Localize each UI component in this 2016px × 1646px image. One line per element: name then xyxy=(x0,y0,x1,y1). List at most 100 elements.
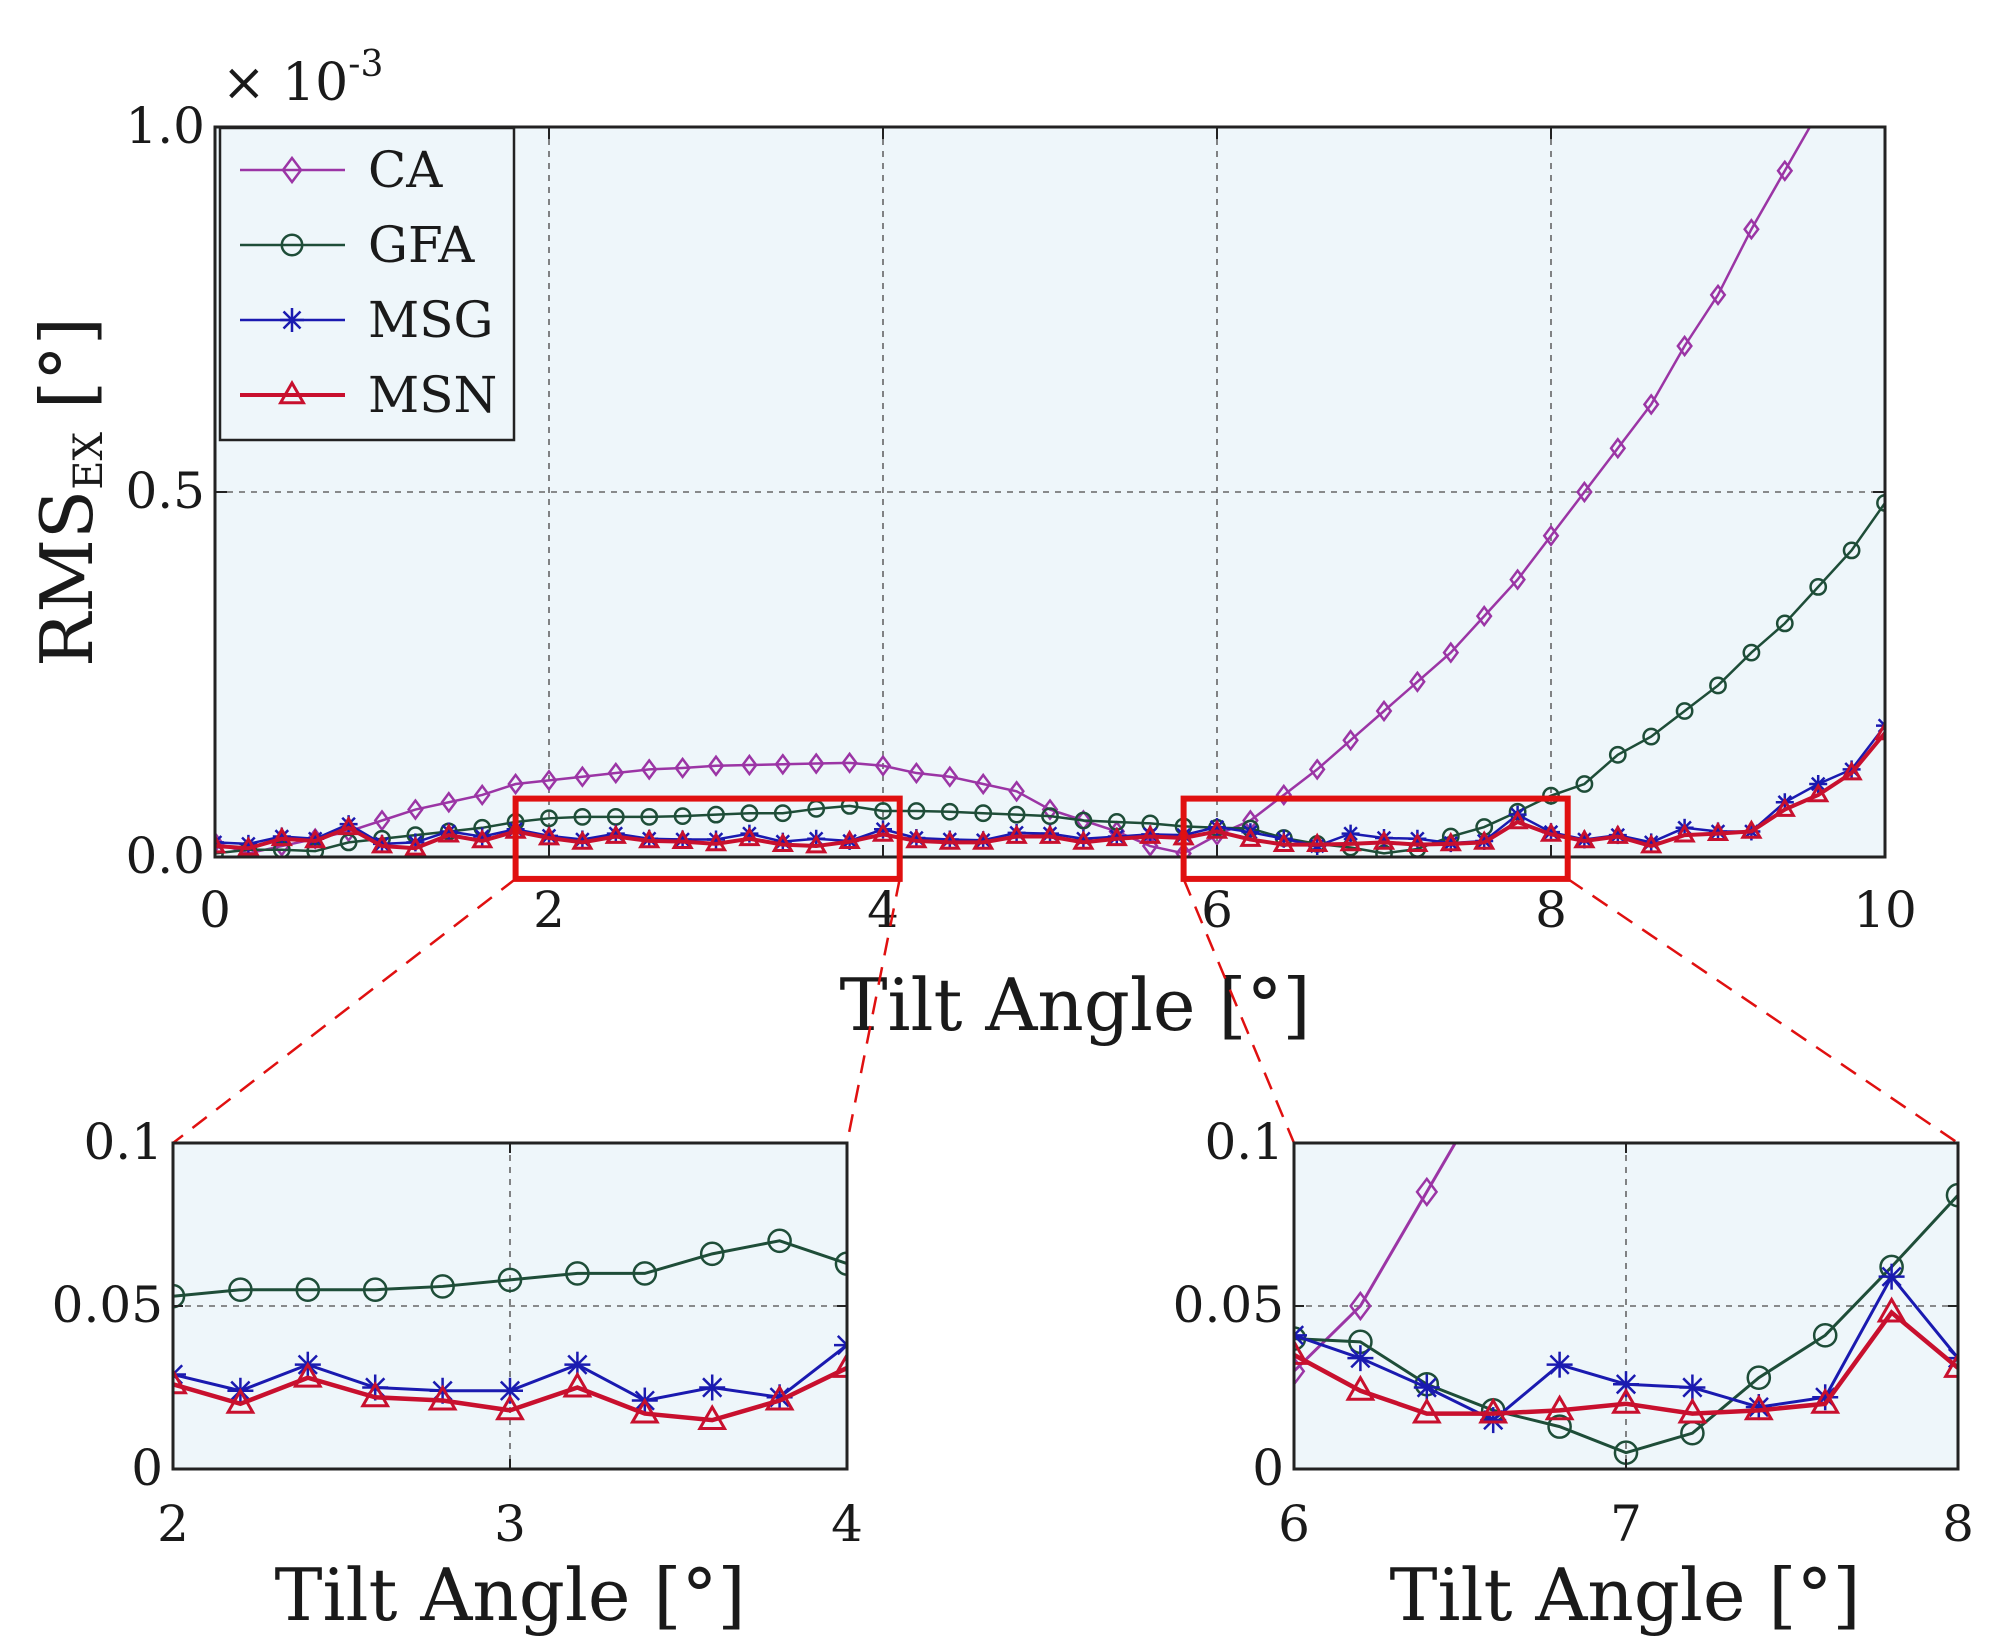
y-tick-label: 0.05 xyxy=(52,1276,163,1334)
data-point-ca xyxy=(874,754,892,777)
data-point-msg xyxy=(1679,1374,1706,1401)
data-point-msn xyxy=(1743,1394,1774,1421)
series-line-ca xyxy=(1294,1143,1457,1373)
data-point-ca xyxy=(1576,480,1593,504)
data-point-gfa xyxy=(228,1277,253,1302)
legend-marker-msg xyxy=(280,308,304,332)
data-point-ca xyxy=(1294,1356,1306,1387)
data-point-ca xyxy=(1041,798,1059,821)
data-point-msn xyxy=(832,1351,847,1378)
data-point-msn xyxy=(1773,797,1796,817)
data-point-msn xyxy=(1005,824,1028,844)
data-point-ca xyxy=(607,761,625,785)
data-point-gfa xyxy=(1675,702,1694,720)
y-tick-label: 0.0 xyxy=(125,827,205,885)
x-tick-label: 7 xyxy=(1610,1495,1642,1553)
data-point-ca xyxy=(1375,699,1393,723)
data-point-msg xyxy=(1413,1374,1440,1401)
zoom-left-ticks: 2 3 4 0 0.05 0.1 xyxy=(52,1113,863,1553)
data-point-msn xyxy=(738,826,761,847)
zoom-region-box-2 xyxy=(1180,795,1571,882)
zoom-connector-line xyxy=(172,877,517,1144)
data-point-ca xyxy=(540,769,558,792)
data-point-msn xyxy=(838,829,861,850)
data-point-msn xyxy=(360,1381,391,1408)
data-point-gfa xyxy=(430,1274,455,1299)
data-point-gfa xyxy=(1775,614,1794,633)
data-point-msg xyxy=(1294,1322,1307,1349)
data-point-gfa xyxy=(1007,805,1026,824)
data-point-ca xyxy=(1342,729,1359,752)
data-point-ca xyxy=(1609,437,1627,460)
data-point-msn xyxy=(629,1397,660,1424)
data-point-ca xyxy=(1175,842,1192,857)
data-point-msn xyxy=(537,826,561,846)
zoom-connector-line xyxy=(1182,878,1296,1144)
data-point-ca xyxy=(1811,103,1825,121)
legend-label-msg: MSG xyxy=(368,291,493,349)
data-point-msn xyxy=(1506,809,1529,830)
legend-label-gfa: GFA xyxy=(368,216,475,274)
data-point-ca xyxy=(707,754,725,777)
x-tick-label: 10 xyxy=(1853,881,1917,939)
y-tick-label: 0.5 xyxy=(125,462,205,520)
data-point-ca xyxy=(1409,670,1426,693)
data-point-gfa xyxy=(699,1241,725,1267)
data-point-msn xyxy=(304,828,327,849)
data-point-msn xyxy=(1205,819,1229,839)
legend-box xyxy=(218,126,516,442)
data-point-msn xyxy=(1411,1397,1442,1424)
y-tick-label: 0.05 xyxy=(1173,1276,1284,1334)
zoom-connector-line xyxy=(1566,877,1959,1145)
x-tick-label: 3 xyxy=(494,1495,526,1553)
data-point-msg xyxy=(1347,1345,1374,1372)
data-point-msg xyxy=(1546,1351,1573,1378)
legend-marker-ca xyxy=(281,155,303,185)
data-point-gfa xyxy=(773,804,792,823)
data-point-gfa xyxy=(295,1277,321,1302)
data-point-msn xyxy=(562,1371,593,1398)
x-tick-label: 8 xyxy=(1535,881,1567,939)
data-point-gfa xyxy=(707,805,725,824)
data-point-msn xyxy=(1740,819,1763,839)
data-point-ca xyxy=(1542,524,1560,547)
data-point-ca xyxy=(941,765,959,788)
data-point-msn xyxy=(1544,1394,1575,1421)
data-point-ca xyxy=(1743,218,1760,241)
data-point-gfa xyxy=(1812,1323,1838,1348)
data-point-gfa xyxy=(740,804,759,823)
data-point-msn xyxy=(1406,832,1429,852)
data-point-ca xyxy=(1008,780,1025,803)
legend-item-msn: MSN xyxy=(240,366,497,424)
x-tick-label: 2 xyxy=(157,1495,189,1553)
data-point-msn xyxy=(1038,824,1062,844)
legend-item-ca: CA xyxy=(240,141,443,199)
data-point-ca xyxy=(1275,783,1293,807)
data-point-gfa xyxy=(1709,676,1727,695)
legend-marker-gfa xyxy=(280,233,304,257)
series-msn xyxy=(173,1351,847,1431)
data-point-msg xyxy=(1878,1263,1905,1290)
data-point-msn xyxy=(427,1384,458,1411)
main-x-axis-title: Tilt Angle [°] xyxy=(839,963,1310,1047)
data-point-msn xyxy=(404,836,427,856)
data-point-ca xyxy=(440,791,458,814)
legend-item-msg: MSG xyxy=(240,291,493,349)
data-point-gfa xyxy=(640,807,659,826)
zoom-right-grid xyxy=(1294,1143,1958,1469)
data-point-msn xyxy=(173,1368,188,1395)
data-point-msn xyxy=(1345,1374,1376,1401)
data-point-msn xyxy=(215,834,227,854)
data-point-ca xyxy=(640,758,658,781)
data-point-ca xyxy=(373,809,391,832)
zoom-right-chart: 6 7 8 0 0.05 0.1 Tilt Angle [°] xyxy=(1173,1065,1974,1637)
data-point-ca xyxy=(1442,641,1460,664)
legend-marker-msn xyxy=(278,379,306,405)
data-point-msn xyxy=(764,1384,795,1411)
data-point-msn xyxy=(225,1387,256,1414)
data-point-ca xyxy=(1483,1065,1503,1091)
data-point-gfa xyxy=(1608,745,1627,764)
data-point-msn xyxy=(697,1404,728,1431)
data-point-gfa xyxy=(907,802,926,820)
data-point-gfa xyxy=(632,1261,658,1286)
